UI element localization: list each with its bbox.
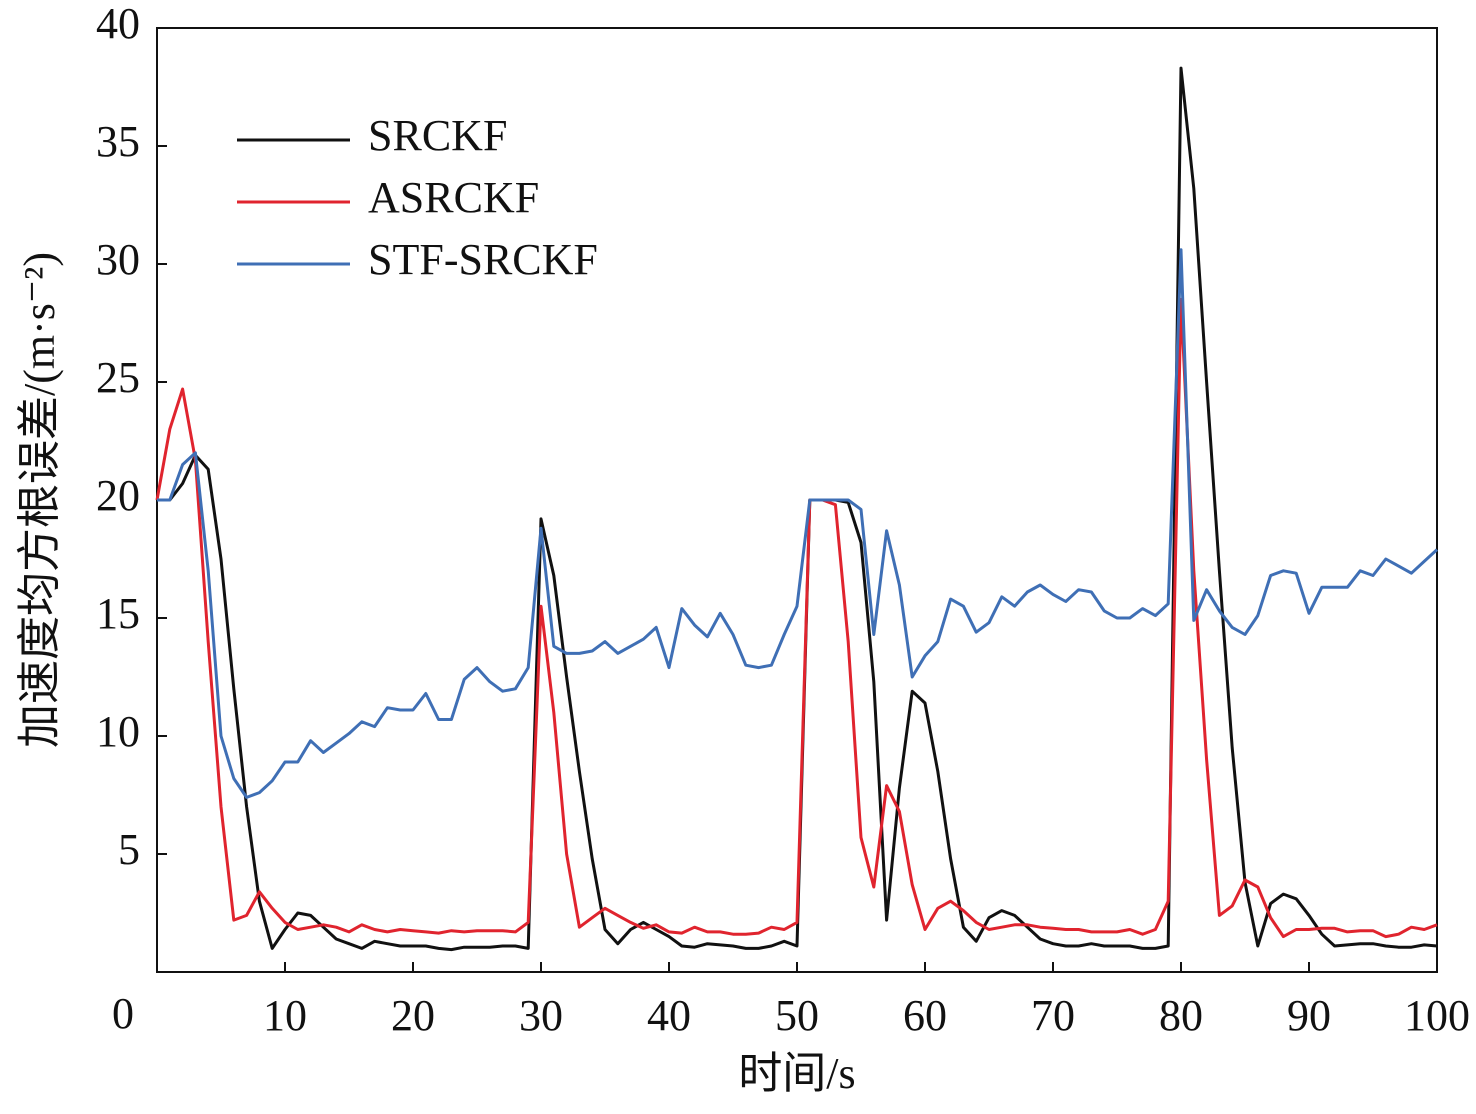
y-tick-label: 40: [96, 0, 140, 48]
plot-frame: [156, 27, 1438, 973]
x-tick-label: 90: [1287, 991, 1331, 1040]
y-tick-label: 10: [96, 707, 140, 756]
x-tick-label: 70: [1031, 991, 1075, 1040]
x-axis-label: 时间/s: [738, 1049, 855, 1098]
x-tick-label: 80: [1159, 991, 1203, 1040]
x-tick-label: 20: [391, 991, 435, 1040]
x-tick-label: 50: [775, 991, 819, 1040]
series-line: [157, 248, 1439, 799]
y-tick-label: 35: [96, 117, 140, 166]
y-tick-label: 5: [118, 825, 140, 874]
y-tick-label: 25: [96, 353, 140, 402]
legend-label: ASRCKF: [368, 173, 539, 222]
y-tick-label: 0: [112, 989, 134, 1038]
legend-label: STF-SRCKF: [368, 235, 598, 284]
y-tick-label: 30: [96, 235, 140, 284]
y-axis-label: 加速度均方根误差/(m·s⁻²): [15, 252, 64, 748]
series-line: [157, 66, 1438, 952]
y-tick-label: 15: [96, 589, 140, 638]
x-tick-label: 100: [1404, 991, 1470, 1040]
series-line: [155, 297, 1438, 939]
x-tick-label: 60: [903, 991, 947, 1040]
x-tick-label: 40: [647, 991, 691, 1040]
x-tick-label: 30: [519, 991, 563, 1040]
y-tick-label: 20: [96, 471, 140, 520]
x-tick-label: 10: [263, 991, 307, 1040]
legend-label: SRCKF: [368, 111, 507, 160]
